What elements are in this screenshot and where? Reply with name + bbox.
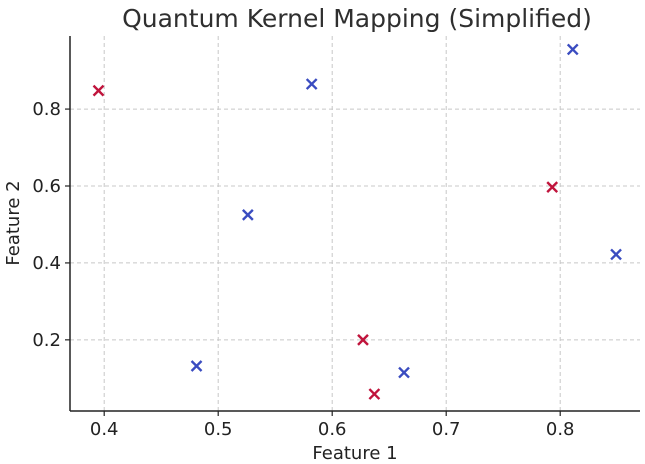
- data-point: [566, 43, 579, 56]
- data-point: [357, 333, 369, 346]
- chart-title: Quantum Kernel Mapping (Simplified): [122, 4, 592, 33]
- ticks: 0.4 0.5 0.6 0.7 0.8 0.2 0.4 0.6 0.8: [32, 99, 574, 440]
- grid: [70, 36, 640, 411]
- x-tick-label: 0.4: [90, 419, 119, 440]
- y-tick-label: 0.6: [32, 176, 61, 197]
- y-tick-label: 0.4: [32, 253, 61, 274]
- x-axis-label: Feature 1: [312, 443, 397, 464]
- data-point: [241, 208, 254, 221]
- data-point: [190, 360, 203, 372]
- data-point: [546, 181, 559, 194]
- x-tick-label: 0.6: [318, 419, 347, 440]
- x-tick-label: 0.5: [204, 419, 233, 440]
- data-points: [92, 43, 622, 400]
- axes: [69, 36, 640, 412]
- data-point: [368, 388, 381, 400]
- x-tick-label: 0.7: [432, 419, 461, 440]
- x-tick-label: 0.8: [546, 419, 575, 440]
- data-point: [92, 84, 105, 97]
- data-point: [398, 366, 410, 379]
- y-tick-label: 0.8: [32, 99, 61, 120]
- y-axis-label: Feature 2: [3, 180, 24, 265]
- data-point: [610, 248, 622, 261]
- y-tick-label: 0.2: [32, 330, 61, 351]
- data-point: [305, 78, 318, 90]
